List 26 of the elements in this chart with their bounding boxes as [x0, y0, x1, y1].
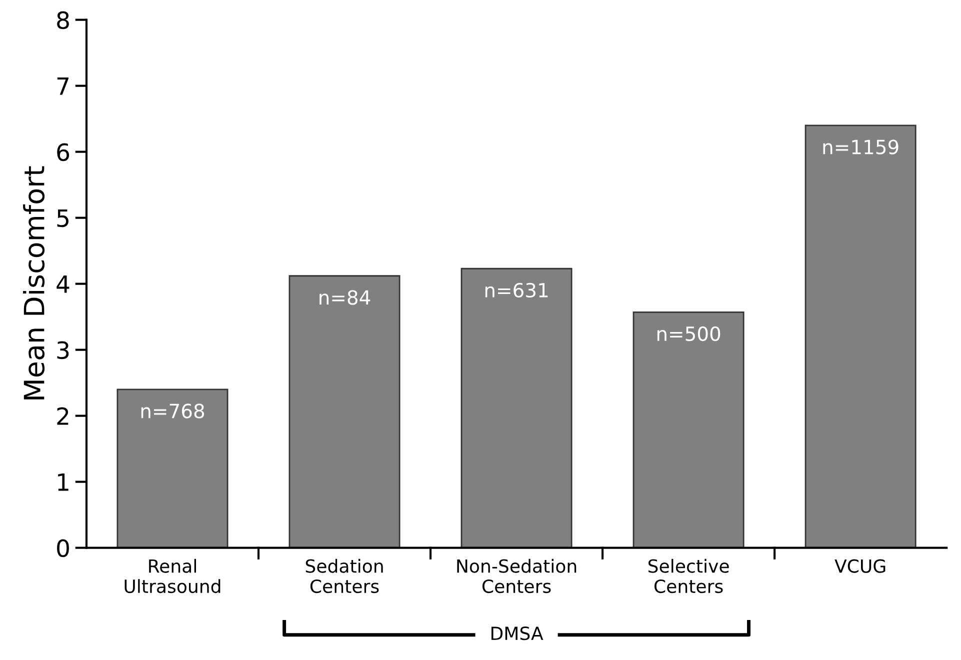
x-tick-label: Selective Centers: [648, 558, 729, 594]
bar: [116, 388, 228, 548]
bar: [288, 275, 400, 548]
y-axis-title: Mean Discomfort: [23, 166, 45, 400]
y-tick-label: 0: [57, 539, 69, 558]
bar: [804, 124, 916, 548]
y-tick-label: 7: [57, 78, 68, 95]
y-tick-label: 3: [57, 341, 69, 360]
annotation: n=1159: [823, 140, 898, 154]
x-tick-label: VCUG: [834, 559, 886, 573]
y-tick-label: 8: [57, 11, 69, 30]
x-tick-label: Renal Ultrasound: [124, 558, 220, 594]
y-tick-label: 1: [58, 474, 68, 491]
annotation: n=631: [485, 282, 548, 298]
bar: [460, 268, 572, 548]
y-tick-label: 2: [57, 407, 68, 425]
y-tick-label: 6: [57, 143, 70, 162]
y-tick-label: 5: [57, 210, 68, 228]
x-tick-label: Sedation Centers: [306, 558, 383, 594]
annotation: n=768: [141, 404, 204, 418]
x-tick-label: Non-Sedation Centers: [457, 558, 576, 594]
text: DMSA: [491, 626, 544, 640]
bar: [632, 311, 744, 548]
annotation: n=84: [320, 290, 370, 305]
y-tick-label: 4: [56, 276, 70, 293]
annotation: n=500: [657, 326, 720, 342]
